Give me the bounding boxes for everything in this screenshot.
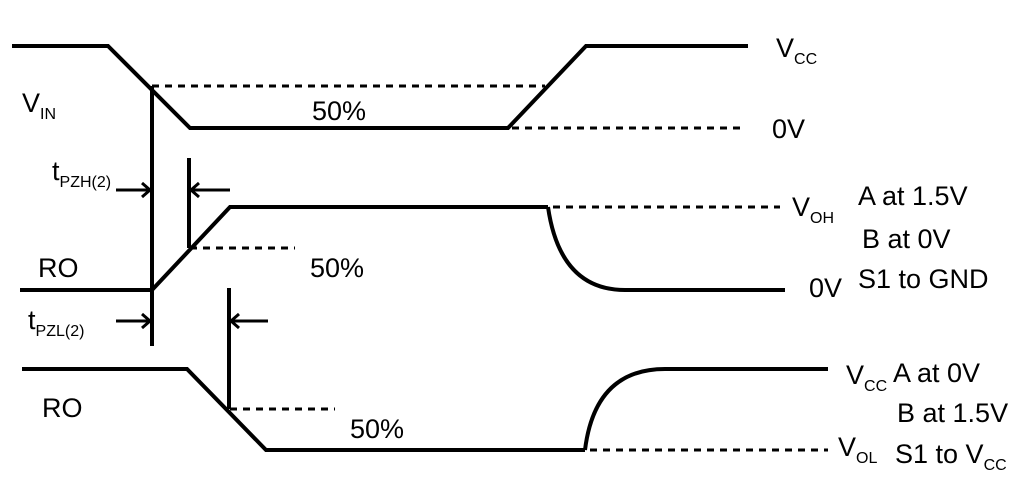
tpzl-right-arrow [228, 312, 268, 330]
vin-0v-label: 0V [772, 114, 805, 144]
cond-low-line1: A at 0V [893, 358, 980, 388]
tpzl-label: tPZL(2) [28, 305, 84, 340]
vcc-low-label: VCC [846, 360, 887, 395]
cond-high-line2: B at 0V [862, 224, 951, 254]
cond-high-line1: A at 1.5V [858, 181, 968, 211]
cond-high-line3: S1 to GND [858, 264, 989, 294]
vol-label: VOL [838, 432, 877, 467]
ro-low-label: RO [42, 393, 83, 423]
vin-waveform [12, 44, 748, 130]
ro-low-waveform [22, 367, 585, 452]
ro-high-fall-curve [546, 206, 785, 292]
tpzl-left-arrow [116, 312, 153, 330]
tpzh-left-arrow [116, 181, 153, 199]
vin-label: VIN [22, 88, 56, 123]
ro-high-50pct-label: 50% [310, 253, 364, 283]
tpzh-right-arrow [188, 181, 230, 199]
ro-low-rise-curve [583, 367, 828, 451]
cond-low-line2: B at 1.5V [897, 398, 1008, 428]
tpzh-label: tPZH(2) [52, 156, 111, 191]
cond-low-line3: S1 to VCC [895, 439, 1007, 474]
vin-50pct-label: 50% [312, 96, 366, 126]
ro-low-50pct-label: 50% [350, 414, 404, 444]
ro-high-label: RO [38, 253, 79, 283]
voh-label: VOH [792, 192, 834, 227]
ro-0v-label: 0V [809, 273, 842, 303]
vcc-top-label: VCC [776, 33, 817, 68]
